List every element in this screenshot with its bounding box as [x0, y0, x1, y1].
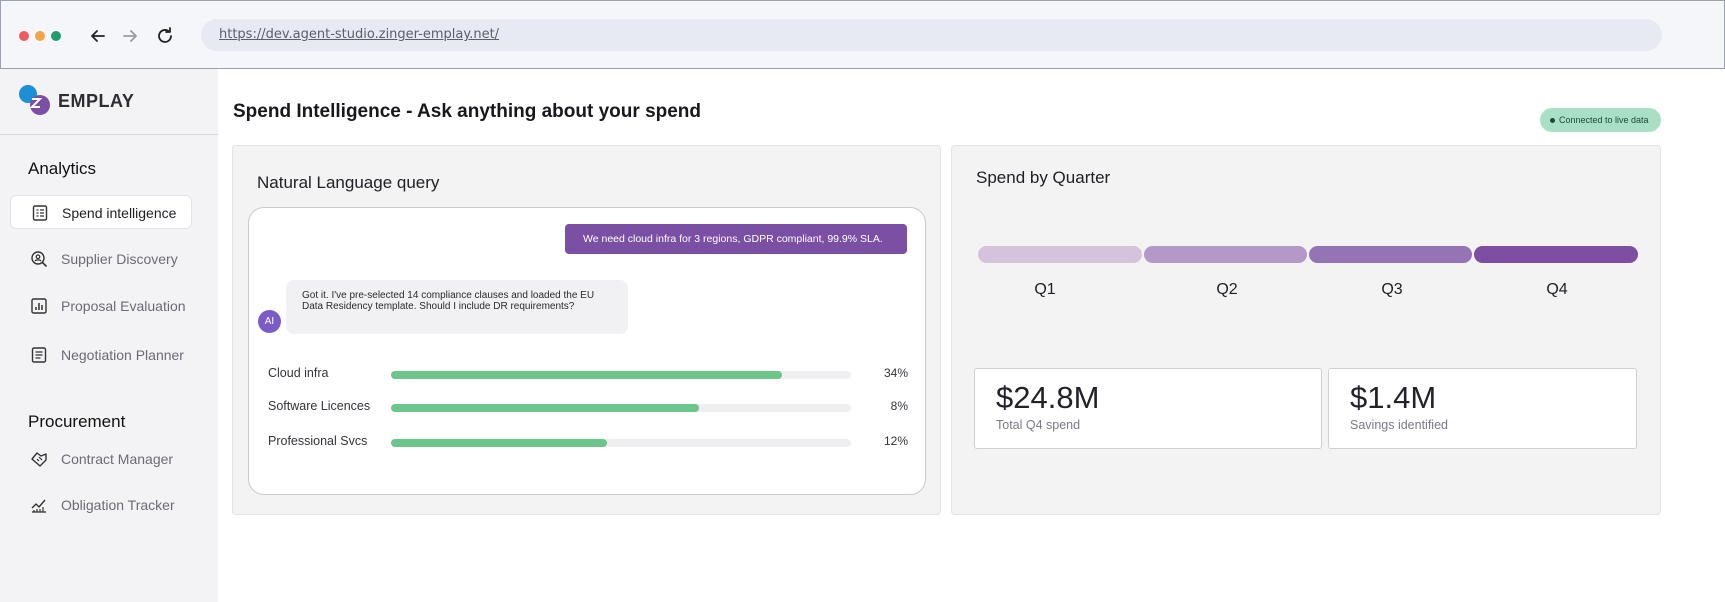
emplay-logo-icon: [19, 85, 50, 115]
sidebar-item-spend-intelligence[interactable]: Spend intelligence: [10, 195, 192, 229]
quarter-segment-q4[interactable]: [1474, 246, 1638, 263]
query-panel: Natural Language query We need cloud inf…: [232, 145, 941, 515]
url-text[interactable]: https://dev.agent-studio.zinger-emplay.n…: [219, 27, 500, 42]
status-text: Connected to live data: [1559, 115, 1649, 125]
handshake-icon: [30, 450, 48, 468]
section-title-analytics: Analytics: [28, 159, 97, 178]
browser-chrome: https://dev.agent-studio.zinger-emplay.n…: [0, 0, 1725, 69]
kpi-card-savings: $1.4M Savings identified: [1328, 368, 1637, 449]
kpi-label: Savings identified: [1350, 418, 1448, 432]
status-badge: Connected to live data: [1540, 108, 1661, 132]
bar-value: 8%: [890, 399, 908, 413]
bar-track: [391, 439, 851, 447]
query-panel-title: Natural Language query: [257, 173, 440, 192]
kpi-value: $24.8M: [996, 380, 1100, 415]
quarter-segment-q2[interactable]: [1144, 246, 1307, 263]
forward-arrow-icon[interactable]: [119, 25, 141, 47]
sidebar-item-obligation-tracker[interactable]: Obligation Tracker: [10, 488, 192, 522]
sidebar: EMPLAY Analytics Spend intelligence Supp…: [0, 69, 218, 602]
spend-bar-row: Software Licences 8%: [268, 397, 908, 417]
ai-message-bubble: Got it. I've pre-selected 14 compliance …: [286, 280, 628, 334]
sidebar-item-proposal-evaluation[interactable]: Proposal Evaluation: [10, 289, 192, 323]
quarter-label: Q1: [1034, 281, 1056, 298]
sidebar-item-contract-manager[interactable]: Contract Manager: [10, 442, 192, 476]
bar-value: 12%: [883, 434, 908, 448]
sidebar-item-label: Contract Manager: [61, 451, 174, 467]
bar-label: Professional Svcs: [268, 434, 368, 448]
bar-track: [391, 371, 851, 379]
bar-fill: [391, 439, 608, 447]
bar-chart-icon: [30, 297, 48, 315]
bar-value: 34%: [883, 366, 908, 380]
bar-label: Software Licences: [268, 399, 371, 413]
kpi-value: $1.4M: [1350, 380, 1437, 415]
document-lines-icon: [30, 346, 48, 364]
sidebar-item-supplier-discovery[interactable]: Supplier Discovery: [10, 242, 192, 276]
window-minimize-dot[interactable]: [35, 31, 45, 41]
quarter-label: Q2: [1216, 281, 1238, 298]
document-list-icon: [31, 204, 49, 222]
sidebar-item-label: Supplier Discovery: [61, 251, 178, 267]
page-title: Spend Intelligence - Ask anything about …: [233, 101, 702, 122]
chat-box: We need cloud infra for 3 regions, GDPR …: [248, 207, 926, 495]
sidebar-item-label: Spend intelligence: [62, 205, 177, 221]
sidebar-item-label: Negotiation Planner: [61, 347, 184, 363]
kpi-label: Total Q4 spend: [996, 418, 1081, 432]
user-message-bubble: We need cloud infra for 3 regions, GDPR …: [565, 224, 907, 254]
quarter-segment-q3[interactable]: [1309, 246, 1472, 263]
spend-bar-row: Professional Svcs 12%: [268, 432, 908, 452]
status-dot-icon: [1550, 118, 1555, 123]
ai-avatar: AI: [258, 310, 281, 333]
trend-chart-icon: [30, 496, 48, 514]
reload-icon[interactable]: [154, 25, 176, 47]
sidebar-item-label: Proposal Evaluation: [61, 298, 186, 314]
bar-fill: [391, 404, 700, 412]
ai-message-text: Got it. I've pre-selected 14 compliance …: [302, 290, 595, 312]
brand-logo[interactable]: EMPLAY: [18, 83, 158, 119]
bar-label: Cloud infra: [268, 366, 329, 380]
kpi-card-total-spend: $24.8M Total Q4 spend: [974, 368, 1322, 449]
bar-fill: [391, 371, 782, 379]
window-maximize-dot[interactable]: [51, 31, 61, 41]
user-message-text: We need cloud infra for 3 regions, GDPR …: [583, 233, 883, 245]
window-close-dot[interactable]: [19, 31, 29, 41]
quarter-panel-title: Spend by Quarter: [976, 168, 1111, 187]
sidebar-item-label: Obligation Tracker: [61, 497, 175, 513]
quarter-label: Q4: [1546, 281, 1568, 298]
back-arrow-icon[interactable]: [87, 25, 109, 47]
quarter-segment-q1[interactable]: [978, 246, 1142, 263]
sidebar-item-negotiation-planner[interactable]: Negotiation Planner: [10, 338, 192, 372]
search-user-icon: [30, 250, 48, 268]
address-bar[interactable]: https://dev.agent-studio.zinger-emplay.n…: [201, 19, 1662, 51]
spend-bar-row: Cloud infra 34%: [268, 364, 908, 384]
bar-track: [391, 404, 851, 412]
quarter-label: Q3: [1381, 281, 1403, 298]
section-title-procurement: Procurement: [28, 412, 126, 431]
sidebar-divider: [0, 134, 218, 135]
brand-name: EMPLAY: [58, 91, 135, 111]
quarter-panel: Spend by Quarter Q1 Q2 Q3 Q4 $24.8M Tota…: [951, 145, 1661, 515]
